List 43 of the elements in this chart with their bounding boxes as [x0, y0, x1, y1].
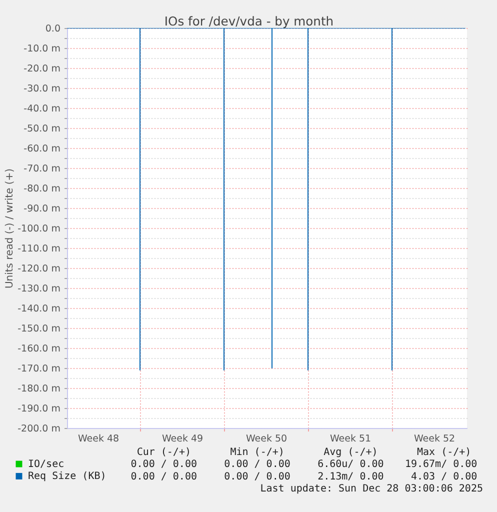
text: 4.03 / 0.00 — [410, 471, 478, 482]
chart-title: IOs for /dev/vda - by month — [164, 14, 334, 29]
text: 6.60u/ 0.00 — [318, 459, 384, 470]
text: 19.67m/ 0.00 — [404, 459, 478, 470]
legend-label: Req Size (KB) — [28, 471, 106, 482]
y-tick-label: -200.0 m — [18, 424, 60, 434]
y-tick-label: -70.0 m — [24, 164, 60, 174]
x-tick-label: Week 49 — [162, 434, 204, 444]
y-tick-label: -10.0 m — [24, 44, 60, 54]
text: 0.00 / 0.00 — [224, 459, 290, 470]
text: Max (-/+) — [417, 447, 472, 458]
y-tick-label: -90.0 m — [24, 204, 60, 214]
y-tick-label: -150.0 m — [18, 324, 60, 334]
x-tick-label: Week 48 — [78, 434, 120, 444]
text: Last update: Sun Dec 28 03:00:06 2025 — [260, 484, 483, 495]
text: 0.00 / 0.00 — [130, 471, 197, 482]
y-tick-label: -20.0 m — [24, 64, 60, 74]
text: 0.00 / 0.00 — [130, 459, 197, 470]
y-tick-label: -50.0 m — [24, 124, 60, 134]
y-tick-label: -60.0 m — [24, 144, 60, 154]
legend-label: IO/sec — [28, 459, 64, 470]
y-tick-label: -130.0 m — [18, 284, 60, 294]
y-tick-label: -160.0 m — [18, 344, 60, 354]
text: Min (-/+) — [230, 447, 284, 458]
y-tick-label: -140.0 m — [18, 304, 60, 314]
y-tick-label: -120.0 m — [18, 264, 60, 274]
text: 0.00 / 0.00 — [224, 471, 290, 482]
x-tick-label: Week 52 — [414, 434, 456, 444]
y-tick-label: 0.0 — [45, 24, 60, 34]
y-tick-label: -190.0 m — [18, 404, 60, 414]
y-tick-label: -110.0 m — [18, 244, 60, 254]
x-tick-label: Week 51 — [330, 434, 372, 444]
y-tick-label: -100.0 m — [18, 224, 60, 234]
y-tick-label: -40.0 m — [24, 104, 60, 114]
y-tick-label: -80.0 m — [24, 184, 60, 194]
text: Avg (-/+) — [324, 447, 378, 458]
y-tick-label: -170.0 m — [18, 364, 60, 374]
text: Cur (-/+) — [136, 447, 191, 458]
x-tick-label: Week 50 — [246, 434, 288, 444]
text: 2.13m/ 0.00 — [318, 471, 384, 482]
y-tick-label: -180.0 m — [18, 384, 60, 394]
y-tick-label: -30.0 m — [24, 84, 60, 94]
y-axis-title: Units read (-) / write (+) — [4, 168, 16, 289]
